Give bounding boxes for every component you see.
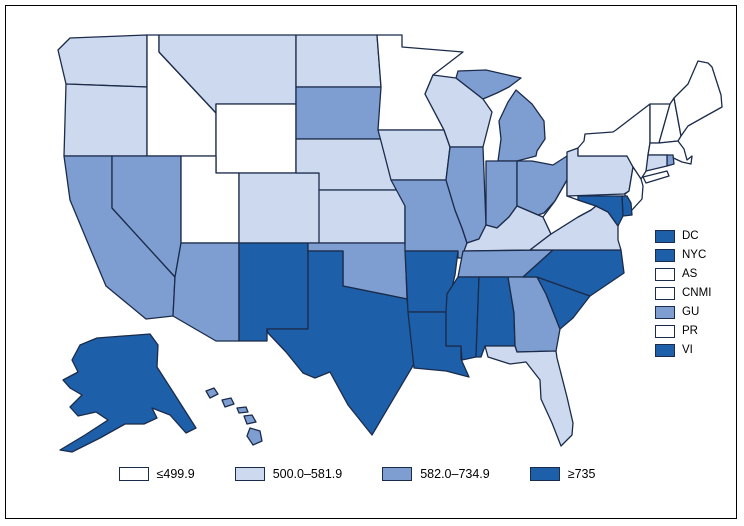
territory-legend: DC NYC AS CNMI GU PR VI <box>655 227 711 360</box>
legend-swatch-cat4 <box>529 467 560 481</box>
territory-swatch-gu <box>655 306 675 319</box>
legend-label-cat1: ≤499.9 <box>156 467 195 481</box>
state-md <box>577 195 624 227</box>
legend-swatch-cat1 <box>118 467 149 481</box>
state-ks <box>318 189 406 244</box>
legend-label-cat2: 500.0–581.9 <box>272 467 343 481</box>
state-me <box>673 60 723 137</box>
territory-swatch-as <box>655 268 675 281</box>
territory-row-dc: DC <box>655 227 711 246</box>
range-legend: ≤499.9 500.0–581.9 582.0–734.9 ≥735 <box>0 467 744 481</box>
state-tx <box>266 250 415 436</box>
territory-label-pr: PR <box>682 325 698 337</box>
legend-item-cat1: ≤499.9 <box>118 467 195 481</box>
territory-label-dc: DC <box>682 230 699 242</box>
legend-item-cat4: ≥735 <box>529 467 596 481</box>
territory-label-as: AS <box>682 268 698 280</box>
state-ri <box>666 154 675 167</box>
territory-label-gu: GU <box>682 306 700 318</box>
territory-row-pr: PR <box>655 322 711 341</box>
legend-label-cat4: ≥735 <box>567 467 596 481</box>
territory-swatch-nyc <box>655 249 675 262</box>
state-hi-maui <box>243 414 257 425</box>
territory-row-nyc: NYC <box>655 246 711 265</box>
legend-label-cat3: 582.0–734.9 <box>420 467 490 481</box>
state-mi-lower-peninsula <box>497 89 546 162</box>
territory-row-cnmi: CNMI <box>655 284 711 303</box>
state-hi-kauai <box>205 387 219 399</box>
state-al <box>475 276 516 358</box>
state-nd <box>295 34 382 88</box>
territory-swatch-vi <box>655 344 675 357</box>
state-hi-oahu <box>221 397 235 408</box>
territory-swatch-pr <box>655 325 675 338</box>
territory-row-gu: GU <box>655 303 711 322</box>
state-co <box>238 172 321 244</box>
state-fl <box>484 345 574 447</box>
state-nm <box>238 242 309 342</box>
territory-label-cnmi: CNMI <box>682 287 712 299</box>
state-sd <box>295 86 384 140</box>
territory-row-vi: VI <box>655 341 711 360</box>
state-mi-upper-peninsula <box>455 69 522 100</box>
state-ct <box>645 154 668 172</box>
state-wa <box>57 34 148 88</box>
territory-swatch-dc <box>655 230 675 243</box>
state-az <box>172 242 240 342</box>
state-ak <box>59 333 197 453</box>
state-or <box>63 83 148 157</box>
territory-label-vi: VI <box>682 344 693 356</box>
state-hi-big-island <box>246 427 263 446</box>
territory-row-as: AS <box>655 265 711 284</box>
state-hi-molokai <box>236 406 249 414</box>
territory-swatch-cnmi <box>655 287 675 300</box>
legend-item-cat2: 500.0–581.9 <box>234 467 343 481</box>
state-ny-long-island <box>642 170 670 184</box>
state-wy <box>215 103 297 174</box>
legend-swatch-cat2 <box>234 467 265 481</box>
state-ia <box>377 129 451 181</box>
legend-item-cat3: 582.0–734.9 <box>382 467 490 481</box>
territory-label-nyc: NYC <box>682 249 707 261</box>
legend-swatch-cat3 <box>382 467 413 481</box>
